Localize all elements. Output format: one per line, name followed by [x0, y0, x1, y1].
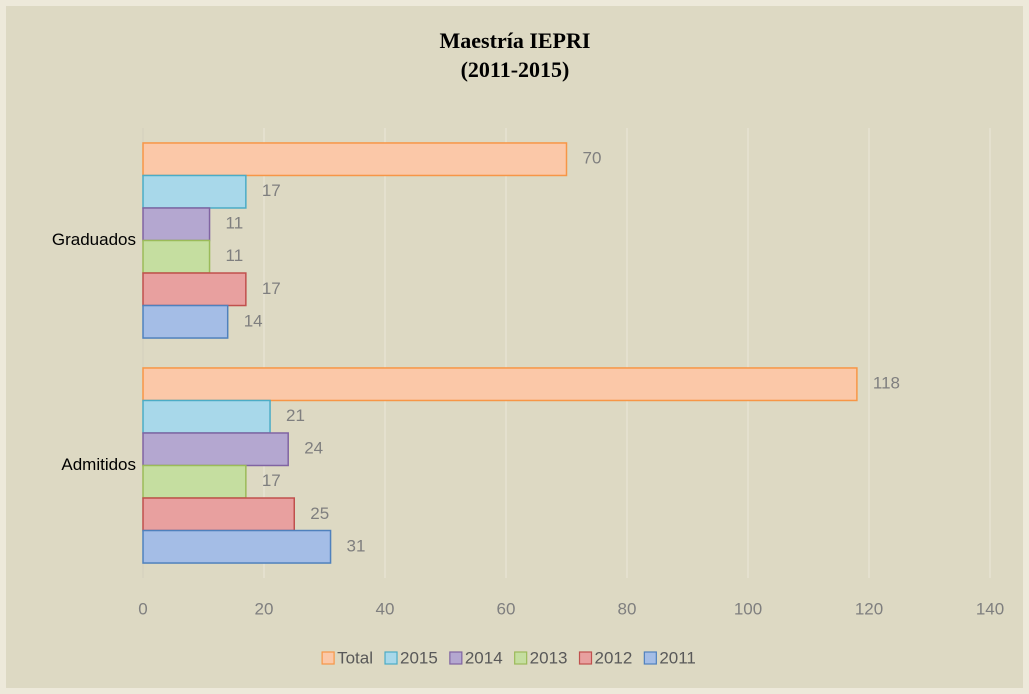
legend-label: 2014: [465, 648, 503, 667]
x-tick-label: 40: [376, 599, 395, 618]
data-label: 17: [262, 471, 281, 490]
chart-subtitle: (2011-2015): [461, 57, 570, 82]
data-label: 118: [873, 374, 900, 393]
bar: [142, 497, 295, 532]
x-tick-label: 60: [497, 599, 516, 618]
bar: [142, 142, 568, 177]
legend-label: 2012: [595, 648, 633, 667]
legend-swatch: [321, 651, 335, 665]
bar: [142, 432, 289, 467]
data-label: 31: [347, 536, 366, 555]
data-label: 17: [262, 279, 281, 298]
legend-swatch: [514, 651, 528, 665]
data-label: 14: [244, 311, 263, 330]
legend-label: 2015: [400, 648, 438, 667]
bar: [142, 399, 271, 434]
x-tick-label: 20: [255, 599, 274, 618]
legend-label: Total: [337, 648, 373, 667]
data-label: 24: [304, 439, 323, 458]
bar: [142, 207, 211, 242]
y-tick-label: Graduados: [52, 230, 136, 249]
legend-label: 2013: [530, 648, 568, 667]
y-tick-label: Admitidos: [61, 455, 136, 474]
chart-area: [6, 6, 1023, 688]
bar: [142, 367, 858, 402]
data-label: 17: [262, 181, 281, 200]
legend-label: 2011: [659, 648, 696, 667]
bar: [142, 174, 247, 209]
x-tick-label: 100: [734, 599, 762, 618]
x-tick-label: 140: [976, 599, 1004, 618]
data-label: 11: [226, 214, 244, 233]
x-tick-label: 120: [855, 599, 883, 618]
data-label: 11: [226, 246, 244, 265]
legend-swatch: [449, 651, 463, 665]
chart-title: Maestría IEPRI: [440, 28, 591, 53]
legend-swatch: [643, 651, 657, 665]
bar: [142, 272, 247, 307]
data-label: 21: [286, 406, 305, 425]
data-label: 70: [583, 149, 602, 168]
data-label: 25: [310, 504, 329, 523]
legend-swatch: [578, 651, 593, 665]
bar: [142, 239, 211, 274]
legend-swatch: [384, 651, 398, 665]
bar: [142, 464, 247, 499]
bar: [142, 304, 229, 339]
x-tick-label: 80: [618, 599, 637, 618]
bar: [142, 529, 332, 564]
x-tick-label: 0: [138, 599, 147, 618]
